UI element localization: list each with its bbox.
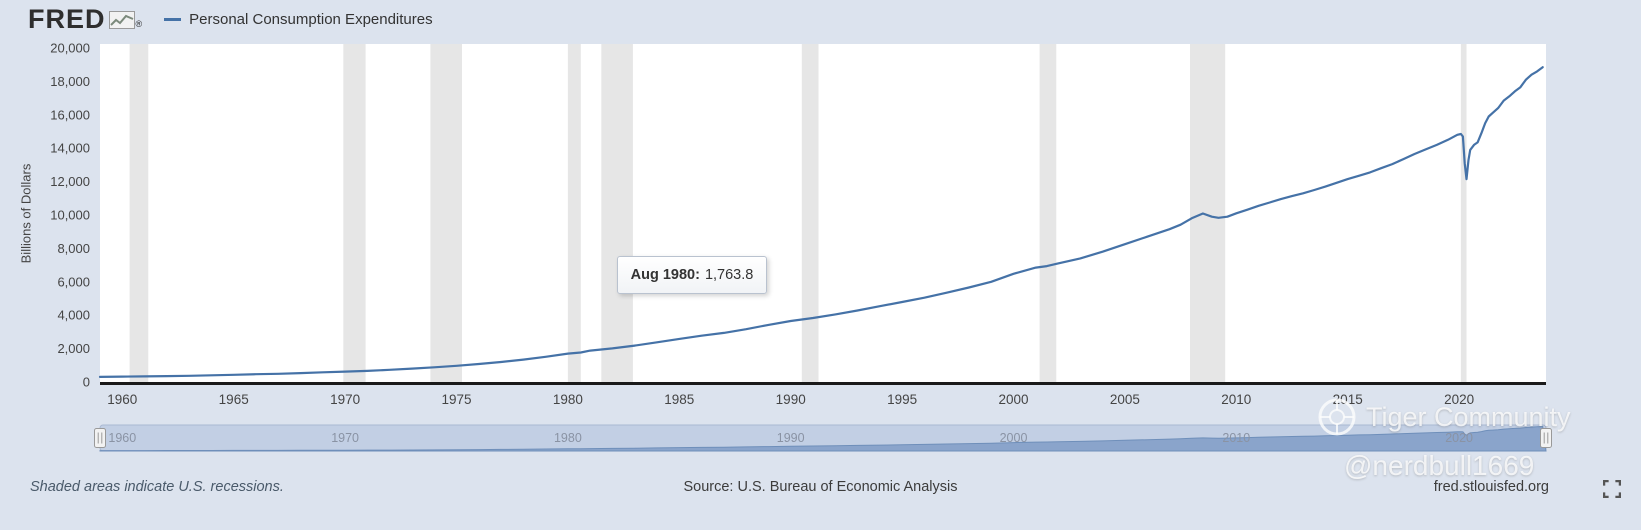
series-legend: Personal Consumption Expenditures	[164, 11, 433, 28]
svg-text:1985: 1985	[664, 392, 694, 407]
svg-text:20,000: 20,000	[50, 41, 90, 56]
svg-text:1970: 1970	[331, 431, 359, 445]
svg-text:2020: 2020	[1445, 431, 1473, 445]
svg-text:0: 0	[83, 375, 90, 390]
registered-mark: ®	[135, 19, 143, 29]
svg-text:2,000: 2,000	[57, 341, 90, 356]
header: FRED ® Personal Consumption Expenditures	[28, 5, 433, 34]
tooltip-date: Aug 1980:	[630, 267, 700, 283]
svg-text:2010: 2010	[1221, 392, 1251, 407]
svg-text:4,000: 4,000	[57, 308, 90, 323]
svg-text:1960: 1960	[107, 392, 137, 407]
legend-label: Personal Consumption Expenditures	[189, 11, 433, 28]
svg-text:2010: 2010	[1222, 431, 1250, 445]
legend-line-swatch	[164, 18, 182, 21]
svg-text:1960: 1960	[108, 431, 136, 445]
svg-text:18,000: 18,000	[50, 74, 90, 89]
fullscreen-icon[interactable]	[1603, 480, 1621, 498]
svg-text:1975: 1975	[441, 392, 471, 407]
tooltip-value: 1,763.8	[704, 267, 754, 283]
site-link[interactable]: fred.stlouisfed.org	[1433, 479, 1549, 495]
main-chart-canvas[interactable]: 0 2,000 4,000 6,000 8,000 10,000 12,000 14,000 1…	[0, 0, 1641, 412]
fred-logo-text: FRED	[28, 4, 106, 34]
recessions-note: Shaded areas indicate U.S. recessions.	[30, 479, 284, 495]
svg-text:16,000: 16,000	[50, 107, 90, 122]
svg-text:2020: 2020	[1444, 392, 1474, 407]
svg-text:12,000: 12,000	[50, 174, 90, 189]
fred-logo[interactable]: FRED ®	[28, 5, 142, 34]
svg-text:14,000: 14,000	[50, 141, 90, 156]
svg-text:2000: 2000	[1000, 431, 1028, 445]
svg-text:6,000: 6,000	[57, 274, 90, 289]
svg-text:2005: 2005	[1110, 392, 1140, 407]
source-note: Source: U.S. Bureau of Economic Analysis	[683, 479, 958, 495]
svg-text:1980: 1980	[553, 392, 583, 407]
tooltip: Aug 1980: 1,763.8	[617, 256, 767, 294]
svg-text:1965: 1965	[219, 392, 249, 407]
svg-text:1995: 1995	[887, 392, 917, 407]
svg-text:8,000: 8,000	[57, 241, 90, 256]
svg-text:2000: 2000	[998, 392, 1028, 407]
y-axis-title: Billions of Dollars	[18, 163, 34, 264]
svg-text:2015: 2015	[1333, 392, 1363, 407]
svg-text:1990: 1990	[776, 392, 806, 407]
svg-text:10,000: 10,000	[50, 208, 90, 223]
svg-text:1990: 1990	[777, 431, 805, 445]
date-range-slider[interactable]: 1960 1970 1980 1990 2000 2010 2020	[0, 420, 1641, 456]
fred-logo-chart-icon	[108, 11, 135, 34]
svg-text:1980: 1980	[554, 431, 582, 445]
svg-text:1970: 1970	[330, 392, 360, 407]
